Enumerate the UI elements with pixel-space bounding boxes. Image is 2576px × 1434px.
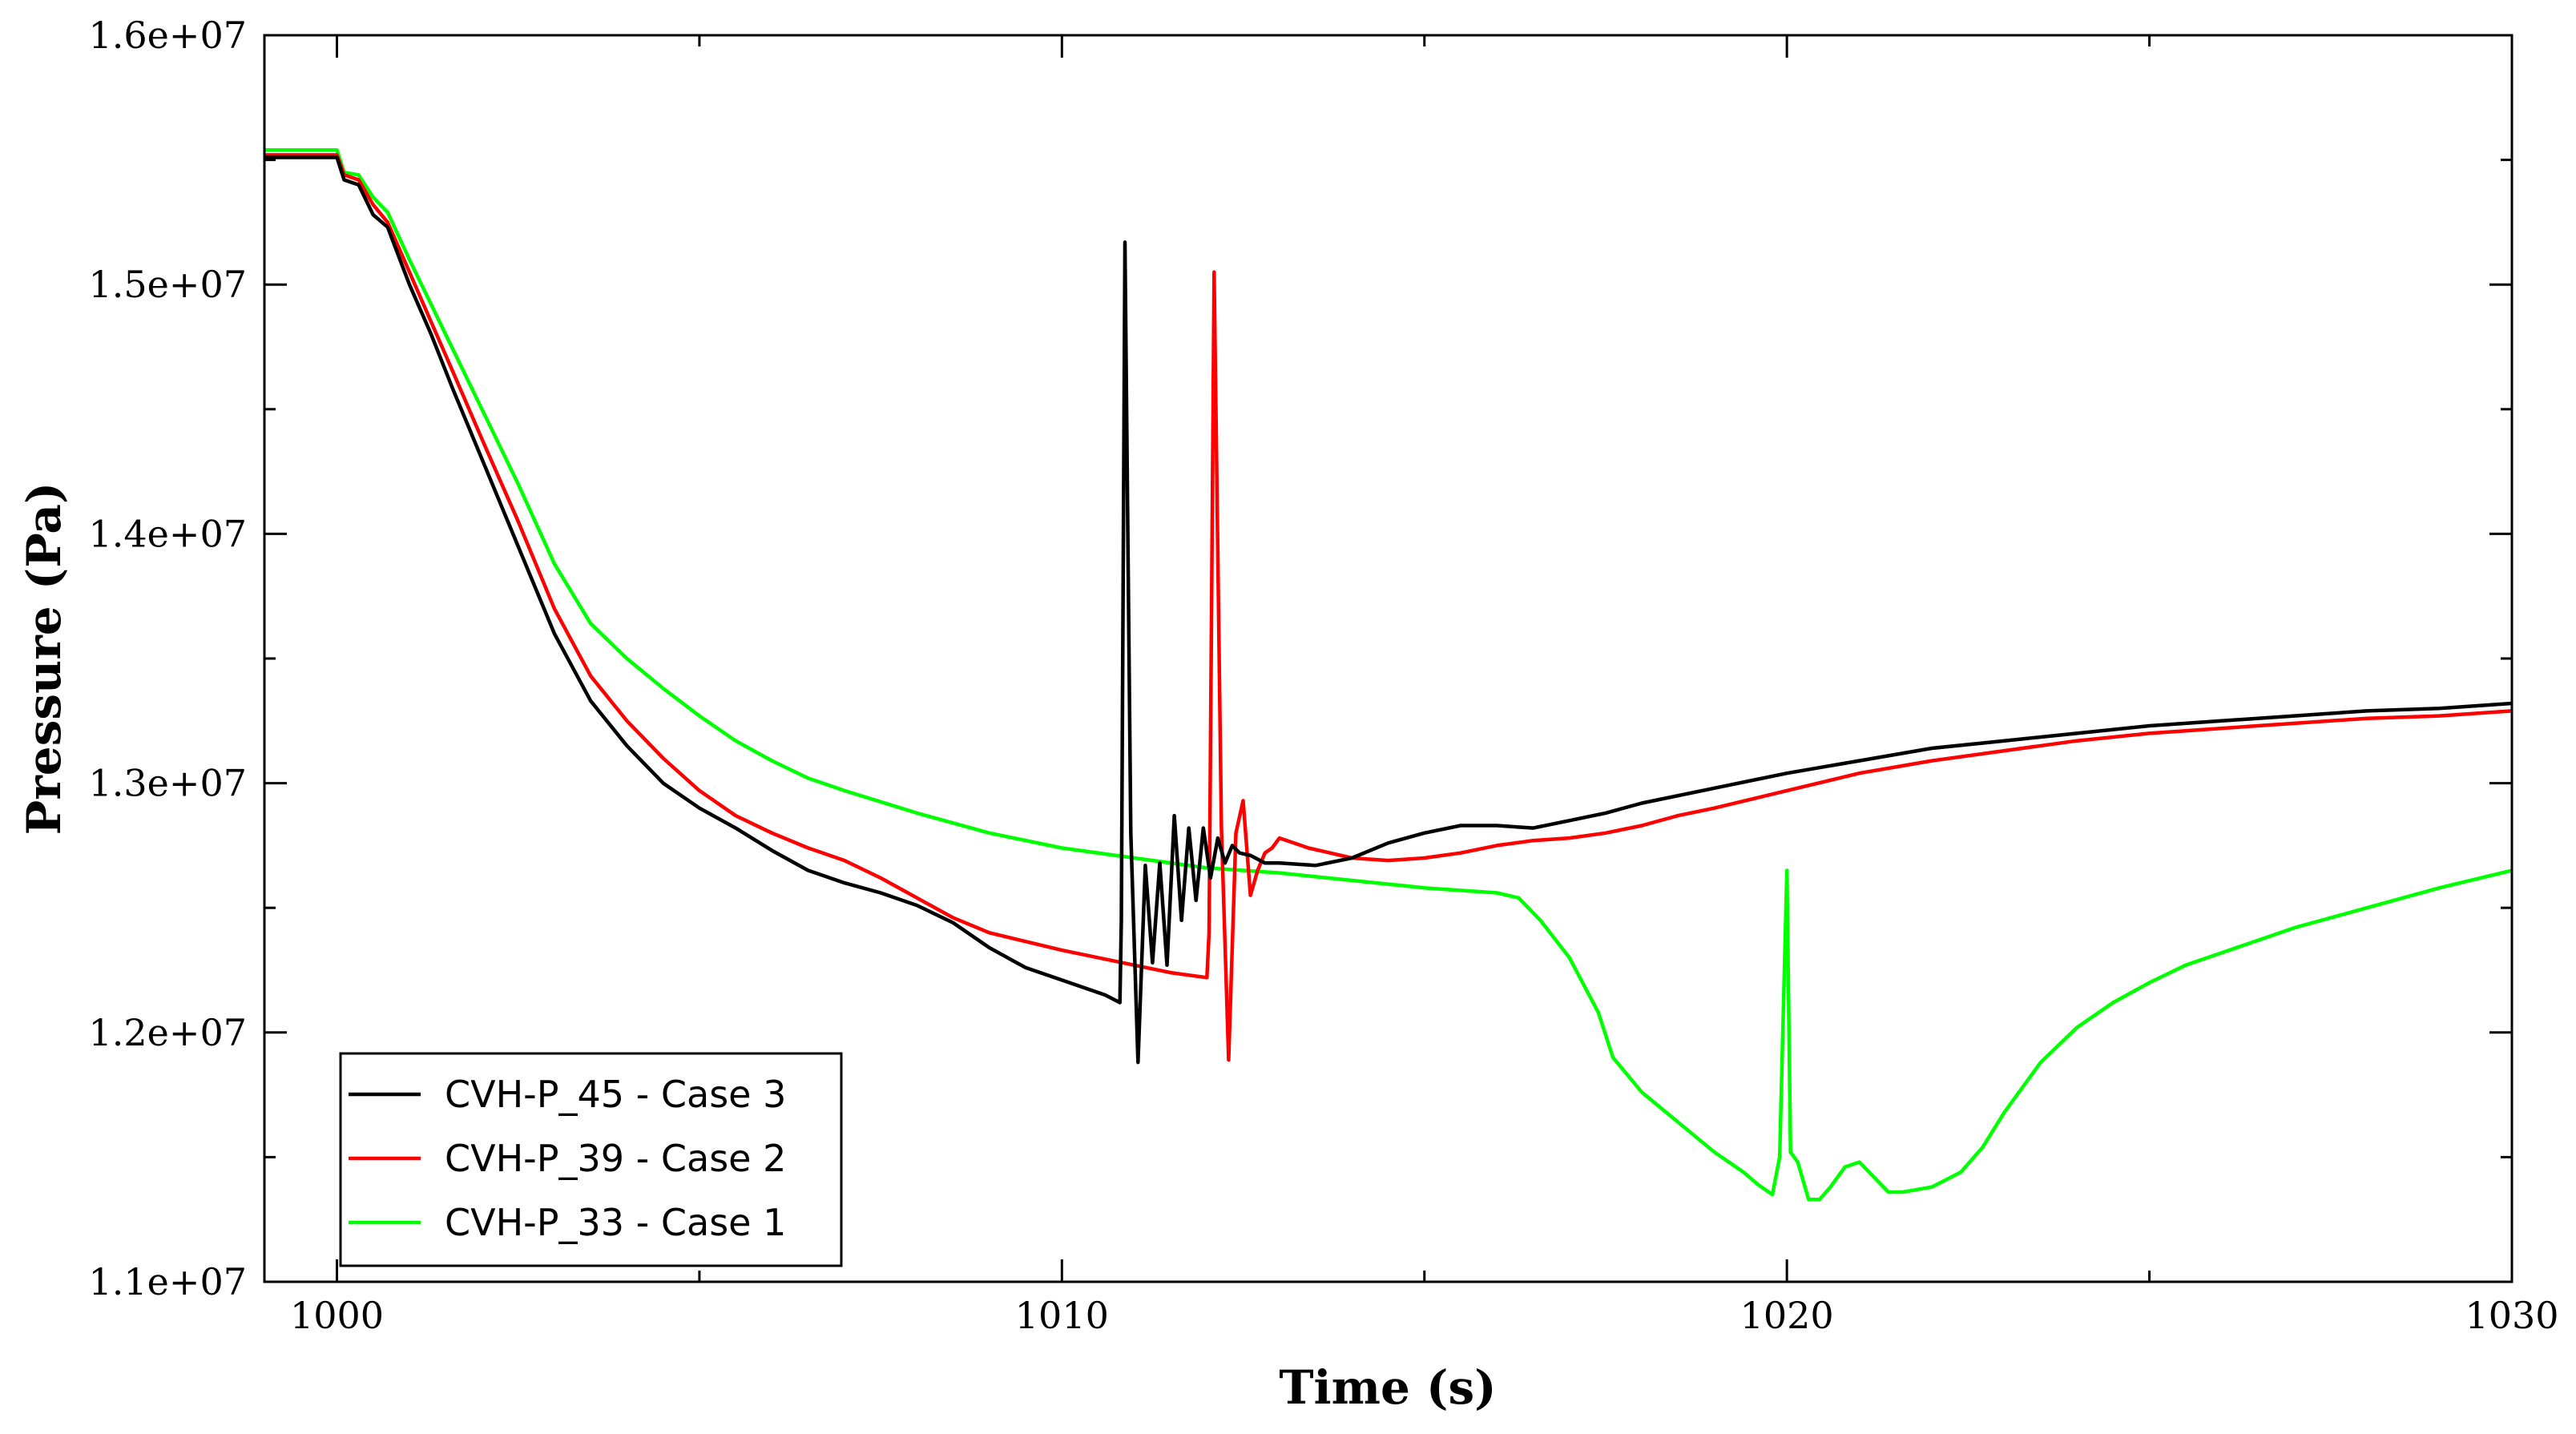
y-tick-label: 1.1e+07 <box>89 1260 247 1303</box>
legend-label: CVH-P_33 - Case 1 <box>445 1201 786 1244</box>
x-tick-label: 1030 <box>2465 1294 2558 1337</box>
y-tick-label: 1.6e+07 <box>89 14 247 57</box>
series-line-cvh-p-33-case-1 <box>264 147 2512 1202</box>
y-tick-label: 1.4e+07 <box>89 512 247 555</box>
y-tick-label: 1.3e+07 <box>89 762 247 805</box>
x-axis-title: Time (s) <box>1279 1360 1496 1415</box>
x-tick-label: 1020 <box>1740 1294 1834 1337</box>
plot-frame <box>263 34 2514 1283</box>
legend-label: CVH-P_45 - Case 3 <box>445 1073 786 1116</box>
y-axis-title: Pressure (Pa) <box>17 482 71 836</box>
series-line-cvh-p-45-case-3 <box>264 155 2512 1065</box>
x-tick-label: 1010 <box>1015 1294 1109 1337</box>
series-line-cvh-p-39-case-2 <box>264 153 2512 1062</box>
y-tick-label: 1.2e+07 <box>89 1011 247 1054</box>
legend: CVH-P_45 - Case 3 CVH-P_39 - Case 2 CVH-P_… <box>339 1052 843 1267</box>
series-lines <box>264 147 2512 1202</box>
legend-box <box>339 1052 843 1267</box>
x-tick-label: 1000 <box>290 1294 384 1337</box>
legend-label: CVH-P_39 - Case 2 <box>445 1137 786 1180</box>
y-tick-label: 1.5e+07 <box>89 263 247 306</box>
tick-labels: 1000 1010 1020 1030 1.1e+07 1.2e+07 1.3e+07 1.4… <box>89 14 2559 1337</box>
